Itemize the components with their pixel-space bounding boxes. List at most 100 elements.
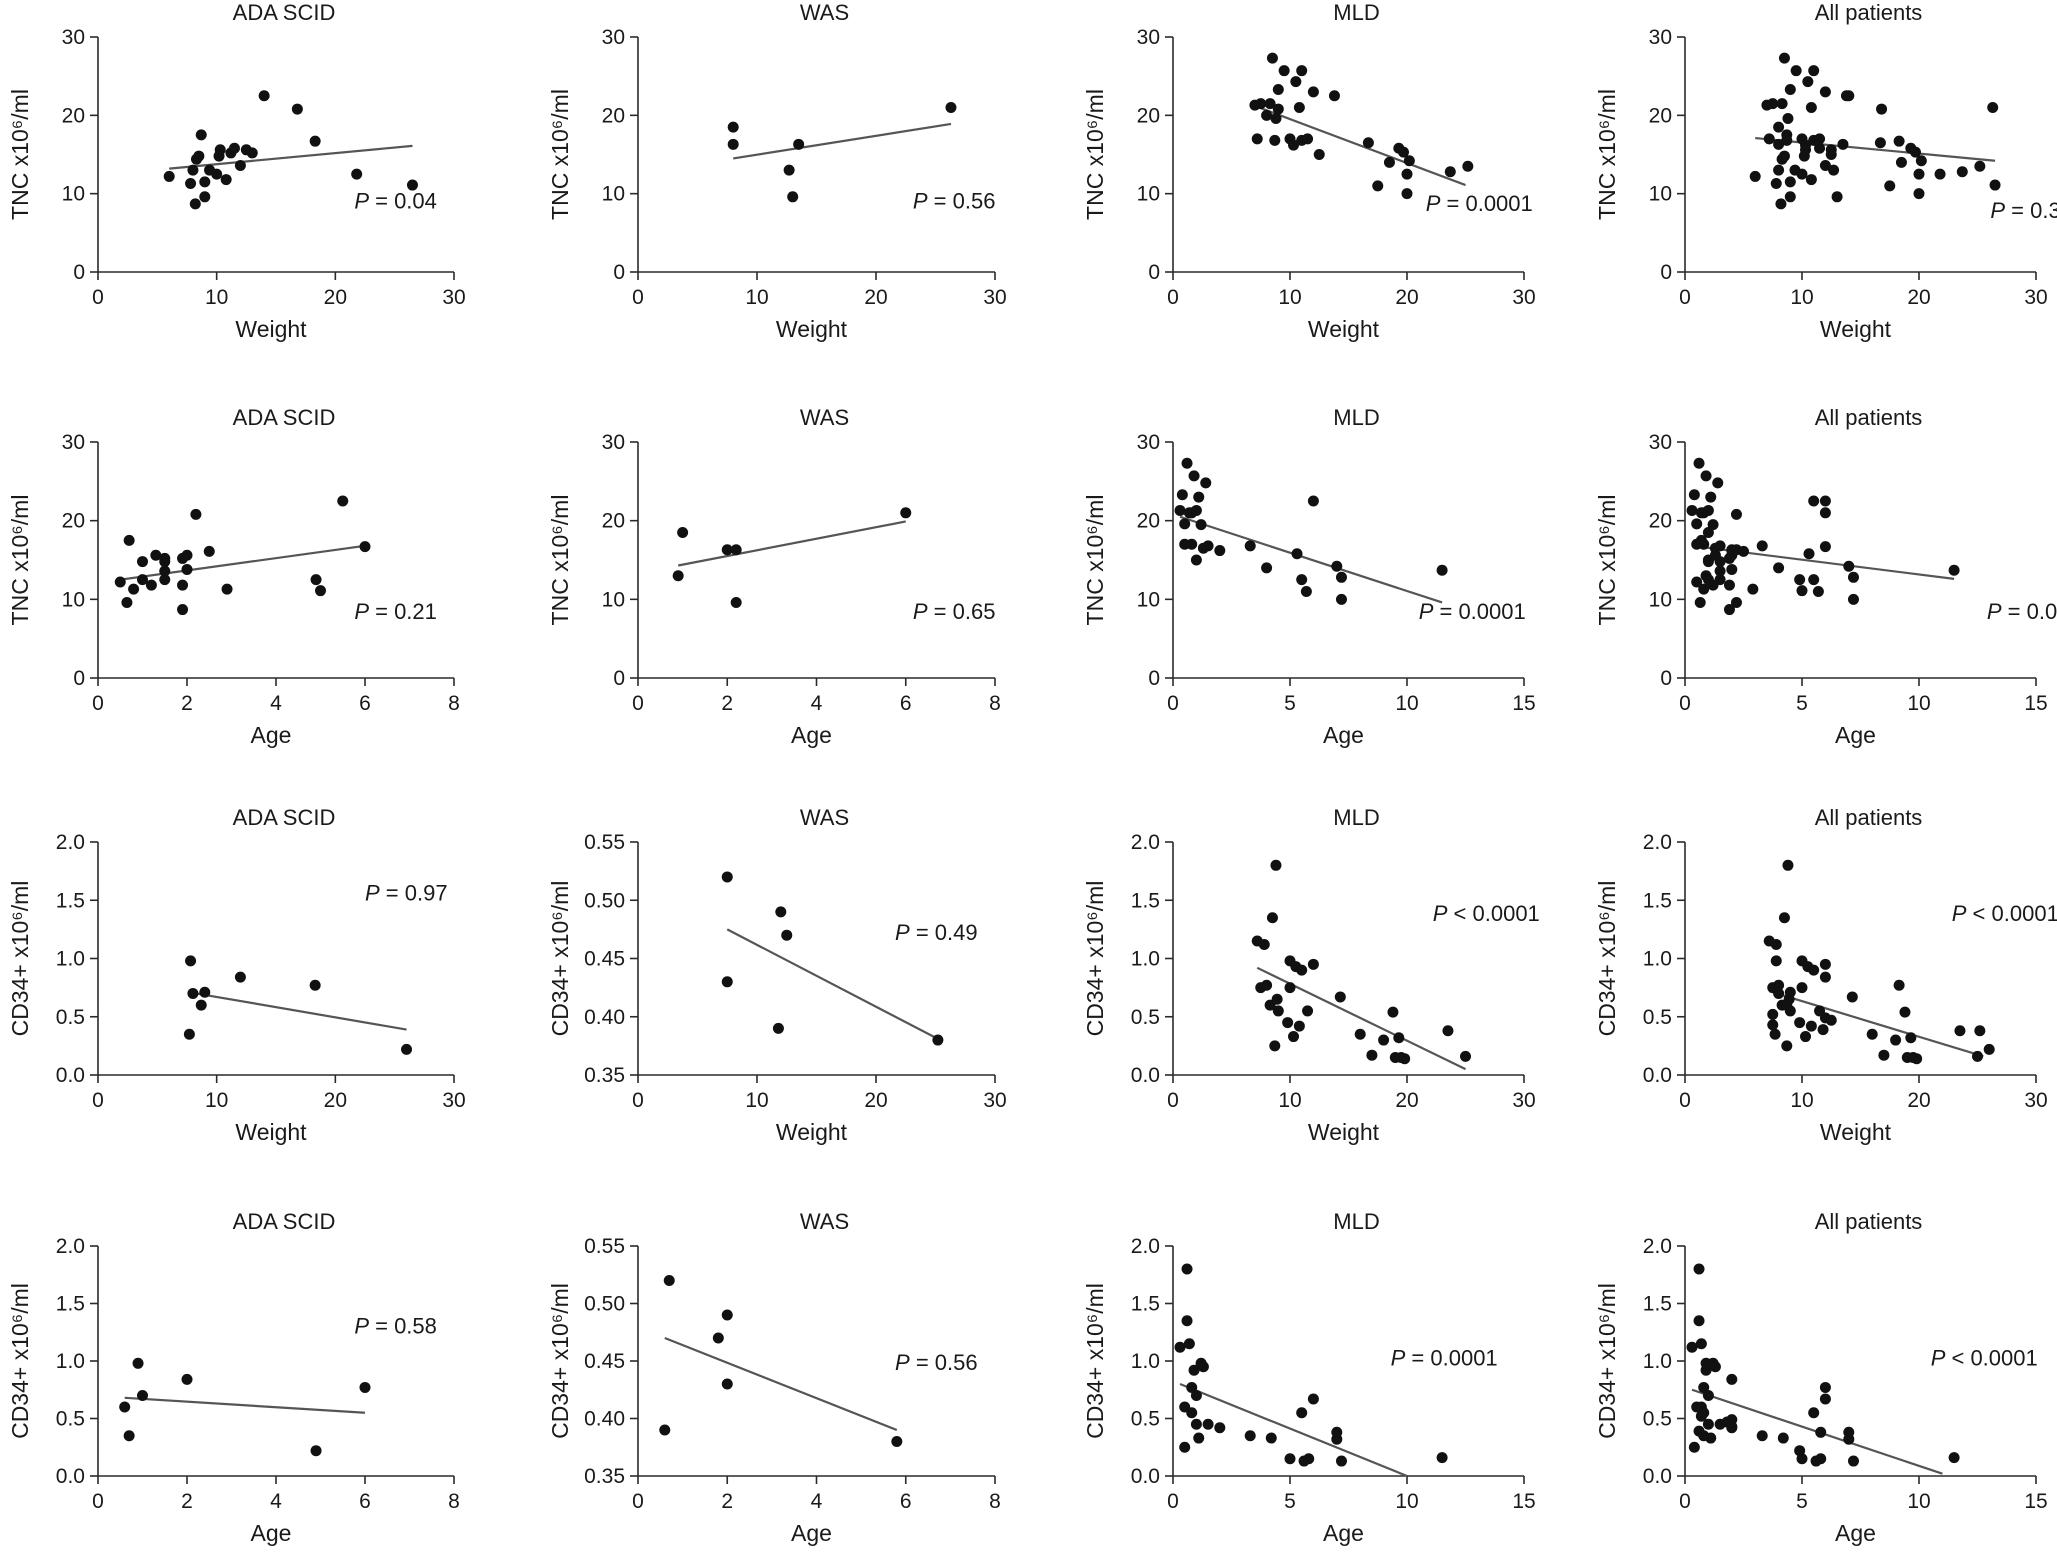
panel-4-4-ytick-label: 2.0 bbox=[1643, 1235, 1672, 1258]
panel-1-2-data-point bbox=[783, 164, 795, 176]
panel-1-1-data-point bbox=[199, 191, 211, 203]
panel-3-1-ytick-label: 1.0 bbox=[56, 948, 85, 971]
panel-1-1-regression-line bbox=[169, 144, 413, 170]
panel-2-1-xtick-label: 0 bbox=[92, 692, 104, 715]
panel-3-1-data-point bbox=[185, 955, 197, 967]
panel-1-3-data-point bbox=[1313, 149, 1325, 160]
panel-1-4-data-point bbox=[1776, 98, 1788, 110]
panel-1-4-data-point bbox=[1814, 142, 1826, 154]
panel-4-3-data-point bbox=[1331, 1433, 1343, 1445]
panel-1-4-xtick-label: 20 bbox=[1907, 286, 1930, 309]
panel-2-1-x-label: Age bbox=[251, 722, 292, 748]
panel-1-4-data-point bbox=[1913, 168, 1925, 180]
panel-1-3-data-point bbox=[1397, 146, 1409, 158]
panel-2-4-x-label: Age bbox=[1835, 722, 1876, 748]
panel-3-4-y-label: CD34+ x10⁶/ml bbox=[1594, 881, 1620, 1037]
panel-2-3-xtick-label: 0 bbox=[1167, 692, 1179, 715]
panel-2-2-ytick-label: 30 bbox=[602, 431, 625, 454]
panel-2-4-data-point bbox=[1698, 538, 1710, 550]
panel-2-3-data-point bbox=[1214, 545, 1226, 557]
panel-1-1-xtick-label: 20 bbox=[324, 286, 347, 309]
panel-1-1-data-point bbox=[351, 168, 363, 180]
panel-2-2-data-point bbox=[677, 526, 689, 538]
panel-4-3-y-label: CD34+ x10⁶/ml bbox=[1082, 1283, 1108, 1439]
panel-1-3-data-point bbox=[1462, 160, 1474, 172]
panel-2-4-xtick-label: 0 bbox=[1679, 692, 1691, 715]
panel-4-4-data-point bbox=[1819, 1393, 1831, 1405]
panel-2-4-data-point bbox=[1714, 540, 1726, 552]
panel-2-3-xtick-label: 5 bbox=[1284, 692, 1296, 715]
panel-1-4-data-point bbox=[1974, 160, 1986, 172]
panel-4-4-data-point bbox=[1693, 1315, 1705, 1327]
panel-1-3-ytick-label: 10 bbox=[1137, 183, 1160, 206]
panel-1-1-data-point bbox=[195, 129, 207, 141]
panel-1-3-data-point bbox=[1264, 98, 1276, 110]
panel-1-3-ytick-label: 20 bbox=[1137, 104, 1160, 127]
panel-3-3-data-point bbox=[1378, 1034, 1390, 1046]
panel-1-4-xtick-label: 0 bbox=[1679, 286, 1691, 309]
panel-2-1-ytick-label: 30 bbox=[62, 431, 85, 454]
panel-1-2-xtick-label: 20 bbox=[864, 286, 887, 309]
panel-1-1-data-point bbox=[211, 168, 223, 180]
panel-3-2-ytick-label: 0.35 bbox=[584, 1064, 625, 1087]
panel-1-4-data-point bbox=[1796, 168, 1808, 180]
panel-2-4-data-point bbox=[1819, 507, 1831, 519]
panel-4-3: 0.0 0.5 1.0 1.5 2.0 0 5 10 15 MLD Age CD34+ x10⁶/ml… bbox=[1082, 1209, 1536, 1546]
panel-4-3-data-point bbox=[1183, 1338, 1195, 1350]
panel-1-4-p-value: P = 0.31 bbox=[1990, 198, 2057, 223]
panel-1-4-data-point bbox=[1876, 103, 1888, 115]
panel-1-1-data-point bbox=[199, 176, 211, 188]
panel-3-2-data-point bbox=[721, 871, 733, 883]
panel-2-1-data-point bbox=[137, 574, 148, 586]
panel-4-4-ytick-label: 1.0 bbox=[1643, 1350, 1672, 1373]
panel-4-4-data-point bbox=[1702, 1418, 1714, 1430]
panel-4-2-data-point bbox=[663, 1275, 675, 1286]
panel-3-3-data-point bbox=[1270, 859, 1282, 871]
panel-1-2-data-point bbox=[787, 191, 799, 203]
panel-2-3-data-point bbox=[1296, 574, 1308, 586]
panel-3-3-data-point bbox=[1334, 991, 1346, 1003]
panel-1-3-data-point bbox=[1288, 139, 1300, 151]
panel-2-1-data-point bbox=[177, 604, 189, 616]
panel-2-3-data-point bbox=[1436, 564, 1448, 576]
panel-4-4-data-point bbox=[1756, 1430, 1768, 1442]
panel-4-4-data-point bbox=[1688, 1441, 1700, 1453]
panel-4-3-xtick-label: 5 bbox=[1284, 1490, 1296, 1513]
panel-4-2-xtick-label: 6 bbox=[900, 1490, 912, 1513]
panel-4-4-p-value: P < 0.0001 bbox=[1931, 1346, 2038, 1371]
panel-3-3-ytick-label: 1.5 bbox=[1131, 889, 1160, 912]
panel-4-4-data-point bbox=[1726, 1373, 1738, 1385]
panel-2-3-p-value: P = 0.0001 bbox=[1419, 599, 1526, 624]
panel-4-3-data-point bbox=[1188, 1364, 1200, 1376]
panel-4-4-ytick-label: 1.5 bbox=[1643, 1293, 1672, 1316]
panel-2-3-data-point bbox=[1335, 571, 1347, 583]
panel-4-4-data-point bbox=[1815, 1453, 1827, 1465]
panel-4-1-xtick-label: 8 bbox=[448, 1490, 460, 1513]
panel-1-2-ytick-label: 0 bbox=[613, 261, 625, 284]
panel-1-3-data-point bbox=[1278, 65, 1290, 77]
panel-2-4: 0 10 20 30 0 5 10 15 All patients Age TNC x10⁶/ml P… bbox=[1594, 405, 2057, 748]
panel-3-1-y-label: CD34+ x10⁶/ml bbox=[7, 881, 33, 1037]
panel-3-1-data-point bbox=[187, 987, 199, 999]
panel-4-3-data-point bbox=[1193, 1432, 1205, 1444]
panel-4-1-data-point bbox=[310, 1445, 322, 1457]
panel-1-1-x-label: Weight bbox=[235, 316, 307, 342]
panel-1-4-data-point bbox=[1895, 156, 1907, 168]
panel-2-3-data-point bbox=[1179, 518, 1191, 530]
panel-1-1-title: ADA SCID bbox=[233, 0, 336, 25]
panel-1-4: 0 10 20 30 0 10 20 30 All patients Weight TNC x10⁶… bbox=[1594, 0, 2057, 342]
panel-2-3-data-point bbox=[1190, 504, 1202, 516]
panel-4-1-data-point bbox=[132, 1357, 144, 1369]
panel-1-3-xtick-label: 0 bbox=[1167, 286, 1179, 309]
panel-2-3-ytick-label: 30 bbox=[1137, 431, 1160, 454]
panel-3-4-data-point bbox=[1784, 1005, 1796, 1017]
panel-2-1-xtick-label: 4 bbox=[270, 692, 282, 715]
panel-3-1-data-point bbox=[183, 1028, 195, 1040]
panel-1-4-y-label: TNC x10⁶/ml bbox=[1594, 89, 1620, 220]
panel-1-4-data-point bbox=[1987, 102, 1999, 113]
panel-1-2-data-point bbox=[793, 138, 805, 150]
panel-1-1-data-point bbox=[163, 170, 175, 182]
panel-1-3-p-value: P = 0.0001 bbox=[1426, 191, 1533, 216]
panel-1-4-data-point bbox=[1773, 138, 1785, 150]
panel-2-3-data-point bbox=[1190, 554, 1202, 566]
